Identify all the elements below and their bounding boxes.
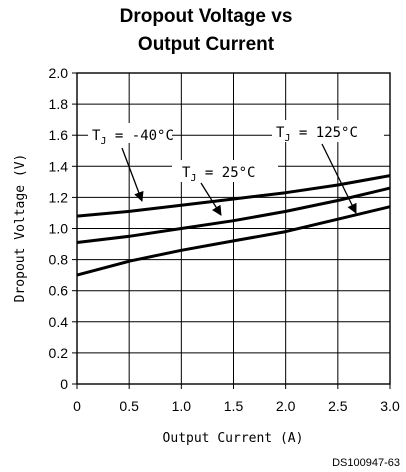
x-tick-label: 2.0	[276, 398, 296, 414]
annotation-25: TJ = 25°C	[172, 160, 278, 216]
annotation-25-background	[172, 160, 278, 182]
annotation-125-background	[272, 120, 384, 142]
annotation-125-arrow	[321, 143, 357, 214]
annotation-125-label: TJ = 125°C	[276, 125, 358, 144]
y-tick-label: 1.0	[49, 221, 69, 237]
y-tick-label: 1.4	[49, 158, 69, 174]
y-tick-label: 0.2	[49, 345, 69, 361]
y-tick-label: 0.4	[49, 314, 69, 330]
series-lines	[76, 174, 391, 277]
annotation-minus40: TJ = -40°C	[88, 123, 174, 202]
series-line-0	[76, 205, 391, 277]
annotation-125: TJ = 125°C	[272, 120, 384, 214]
annotation-25-label: TJ = 25°C	[182, 165, 255, 184]
annotation-minus40-arrow	[121, 147, 144, 202]
annotation-minus40-label: TJ = -40°C	[92, 128, 174, 147]
y-axis-label: Dropout Voltage (V)	[13, 154, 28, 303]
annotation-25-arrow	[200, 182, 222, 216]
y-tick-label: 1.6	[49, 127, 69, 143]
y-tick-label: 2.0	[49, 65, 69, 81]
x-tick-label: 1.5	[224, 398, 244, 414]
y-tick-label: 0	[60, 376, 68, 392]
y-tick-label: 1.2	[49, 189, 69, 205]
x-tick-label: 1.0	[172, 398, 192, 414]
annotation-minus40-background	[88, 123, 172, 143]
x-tick-label: 0.5	[119, 398, 139, 414]
x-axis-label: Output Current (A)	[163, 431, 304, 446]
y-tick-label: 0.6	[49, 283, 69, 299]
tick-labels: 0 0.2 0.4 0.6 0.8 1.0 1.2 1.4 1.6 1.8 2.0 0 0.5 1.0 1.…	[49, 65, 400, 414]
plot-frame	[76, 72, 391, 385]
x-tick-label: 2.5	[328, 398, 348, 414]
series-line-1	[76, 186, 391, 244]
x-tick-label: 0	[73, 398, 81, 414]
chart-title-line1: Dropout Voltage vs	[120, 6, 293, 27]
series-line-2	[76, 174, 391, 218]
x-tick-label: 3.0	[380, 398, 400, 414]
figure-code: DS100947-63	[332, 457, 400, 469]
y-tick-label: 0.8	[49, 252, 69, 268]
chart-title-line2: Output Current	[138, 34, 275, 55]
y-tick-label: 1.8	[49, 96, 69, 112]
